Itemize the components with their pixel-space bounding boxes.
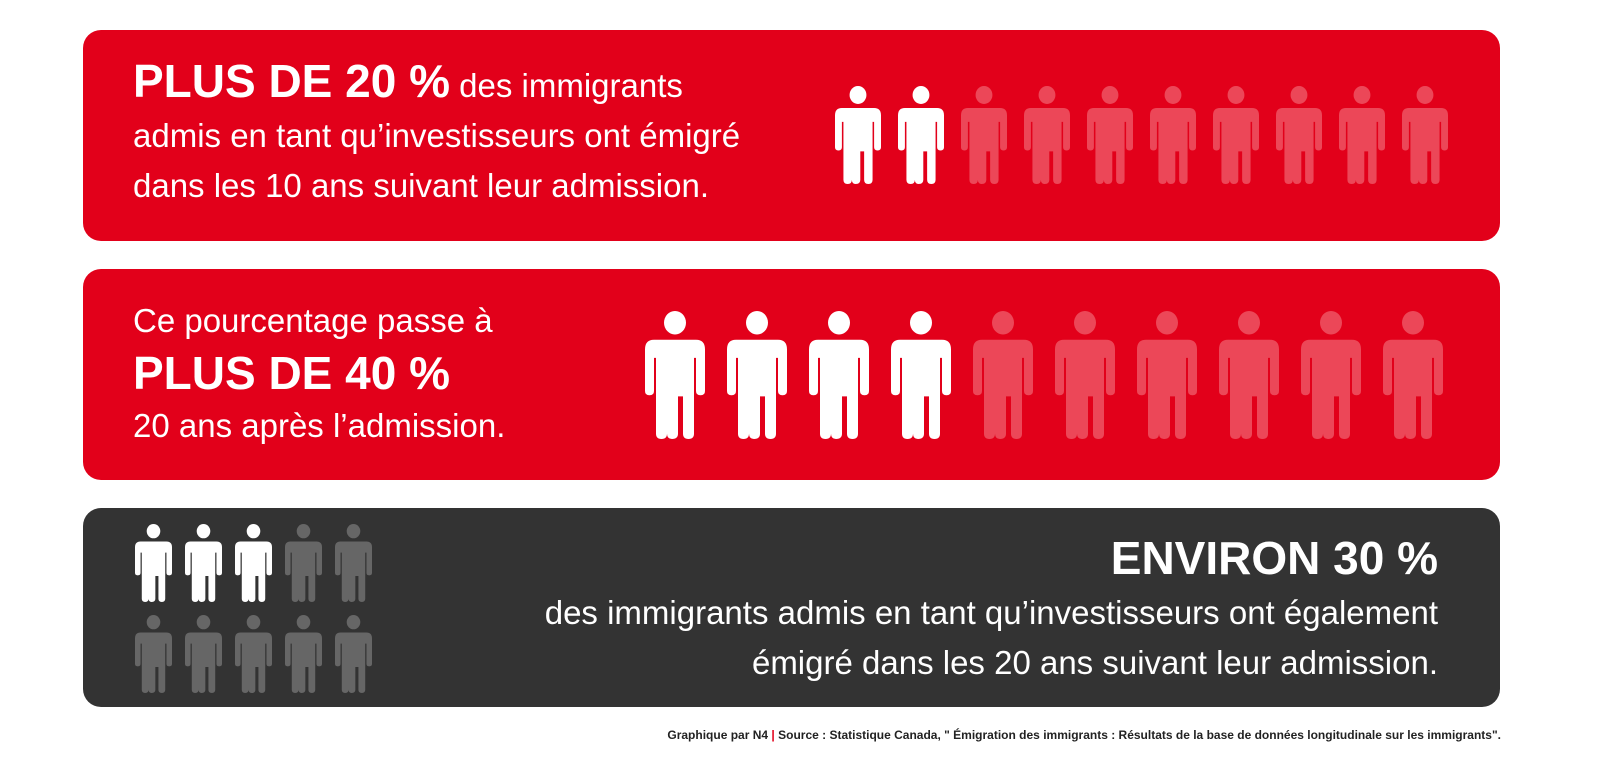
stat-highlight: PLUS DE 20 %: [133, 55, 450, 107]
credit-author: Graphique par N4: [667, 728, 769, 742]
person-icon: [235, 615, 272, 693]
person-icon: [1137, 311, 1197, 439]
stat-panel-20-percent: PLUS DE 20 % des immigrants admis en tan…: [83, 30, 1500, 241]
person-icon: [1402, 86, 1448, 184]
person-icon-row: [835, 86, 1475, 186]
person-icon: [973, 311, 1033, 439]
person-icon: [1219, 311, 1279, 439]
person-icon: [235, 524, 272, 602]
stat-text-line-3: émigré dans les 20 ans suivant leur admi…: [751, 644, 1438, 681]
person-icon: [1383, 311, 1443, 439]
stat-panel-30-percent: ENVIRON 30 % des immigrants admis en tan…: [83, 508, 1500, 707]
stat-text-line-1: Ce pourcentage passe à: [133, 302, 493, 339]
stat-text: Ce pourcentage passe à PLUS DE 40 % 20 a…: [133, 297, 505, 451]
person-icon-row: [645, 311, 1475, 441]
person-icon: [1087, 86, 1133, 184]
person-icon: [185, 615, 222, 693]
person-icon: [1301, 311, 1361, 439]
stat-highlight: PLUS DE 40 %: [133, 347, 450, 399]
person-icon: [1213, 86, 1259, 184]
person-icon: [1055, 311, 1115, 439]
person-icon: [961, 86, 1007, 184]
person-icon: [285, 524, 322, 602]
credit-separator: |: [771, 728, 775, 742]
stat-text-line-1: des immigrants: [450, 67, 683, 104]
person-icon: [727, 311, 787, 439]
person-icon: [335, 524, 372, 602]
person-icon: [1339, 86, 1385, 184]
person-icon: [285, 615, 322, 693]
person-icon: [135, 615, 172, 693]
person-icon: [645, 311, 705, 439]
person-icon: [185, 524, 222, 602]
stat-text-line-2: des immigrants admis en tant qu’investis…: [544, 594, 1438, 631]
stat-line-1: PLUS DE 20 % des immigrants: [133, 56, 833, 111]
person-icon: [1276, 86, 1322, 184]
person-icon: [135, 524, 172, 602]
person-icon: [898, 86, 944, 184]
person-icon: [1150, 86, 1196, 184]
stat-panel-40-percent: Ce pourcentage passe à PLUS DE 40 % 20 a…: [83, 269, 1500, 480]
person-icon: [809, 311, 869, 439]
person-icon-grid: [135, 524, 385, 696]
person-icon: [1024, 86, 1070, 184]
stat-highlight: ENVIRON 30 %: [1110, 532, 1438, 584]
person-icon: [335, 615, 372, 693]
source-credit: Graphique par N4 | Source : Statistique …: [667, 728, 1501, 742]
stat-text-line-3: 20 ans après l’admission.: [133, 407, 506, 444]
stat-text-line-3: dans les 10 ans suivant leur admission.: [133, 167, 709, 204]
person-icon: [891, 311, 951, 439]
stat-text: PLUS DE 20 % des immigrants admis en tan…: [133, 56, 833, 211]
stat-text-line-2: admis en tant qu’investisseurs ont émigr…: [133, 117, 741, 154]
credit-source: Source : Statistique Canada, " Émigratio…: [778, 728, 1501, 742]
stat-text: ENVIRON 30 % des immigrants admis en tan…: [545, 528, 1438, 688]
person-icon: [835, 86, 881, 184]
